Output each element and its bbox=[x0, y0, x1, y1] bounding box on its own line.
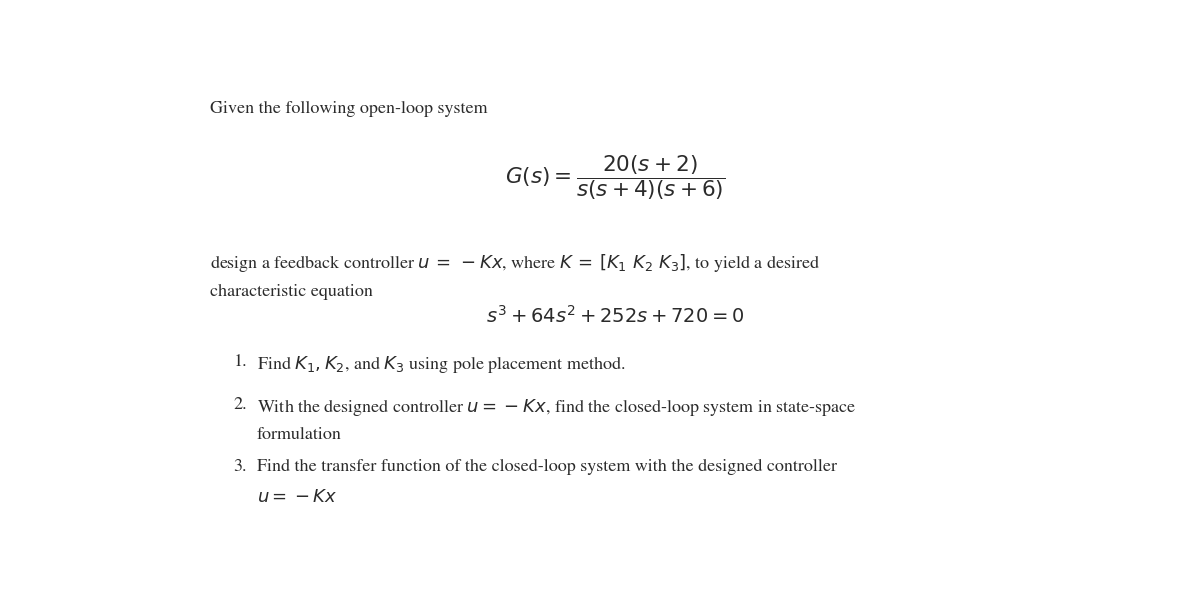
Text: $u=-Kx$: $u=-Kx$ bbox=[257, 489, 337, 506]
Text: 2.: 2. bbox=[234, 397, 247, 413]
Text: design a feedback controller $u\,=\,-Kx$, where $K\,=\,[K_1\ K_2\ K_3]$, to yiel: design a feedback controller $u\,=\,-Kx$… bbox=[210, 252, 821, 274]
Text: 3.: 3. bbox=[234, 459, 247, 475]
Text: With the designed controller $u=-Kx$, find the closed-loop system in state-space: With the designed controller $u=-Kx$, fi… bbox=[257, 397, 856, 418]
Text: Given the following open-loop system: Given the following open-loop system bbox=[210, 100, 488, 116]
Text: Find the transfer function of the closed-loop system with the designed controlle: Find the transfer function of the closed… bbox=[257, 459, 836, 475]
Text: formulation: formulation bbox=[257, 427, 342, 443]
Text: 1.: 1. bbox=[234, 354, 247, 370]
Text: characteristic equation: characteristic equation bbox=[210, 284, 373, 300]
Text: Find $K_1,K_2$, and $K_3$ using pole placement method.: Find $K_1,K_2$, and $K_3$ using pole pla… bbox=[257, 354, 625, 375]
Text: $G(s) = \dfrac{20(s+2)}{s(s+4)(s+6)}$: $G(s) = \dfrac{20(s+2)}{s(s+4)(s+6)}$ bbox=[505, 154, 725, 202]
Text: $s^3+64s^2+252s+720=0$: $s^3+64s^2+252s+720=0$ bbox=[486, 305, 744, 327]
